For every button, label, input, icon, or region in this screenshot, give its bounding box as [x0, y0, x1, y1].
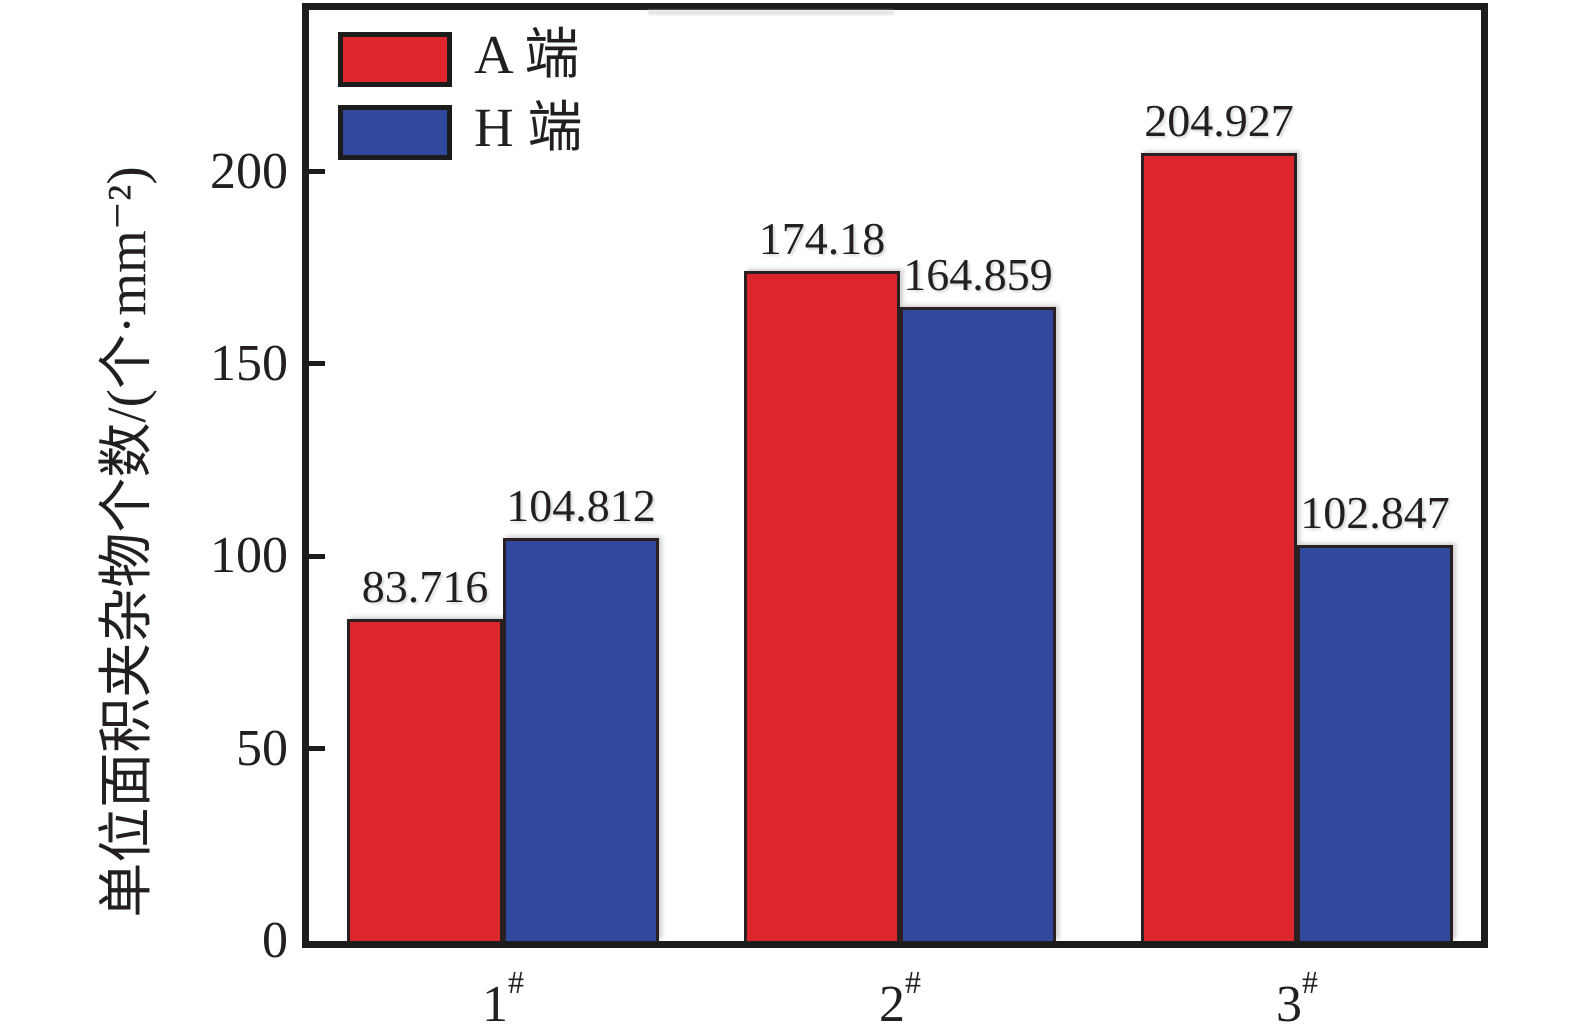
bar-H 端-group2 [900, 307, 1056, 941]
y-tick-mark-150 [309, 361, 325, 367]
bar-value-label: 83.716 [361, 561, 489, 612]
x-tick-label-2: 2# [879, 964, 921, 1024]
y-tick-label-0: 0 [262, 912, 288, 969]
artifact-layer [309, 10, 1481, 941]
bar-value-label: 104.812 [506, 480, 656, 531]
bar-value-label: 174.18 [758, 213, 886, 264]
y-tick-label-200: 200 [210, 142, 288, 200]
bar-H 端-group1 [503, 538, 659, 941]
bar-A 端-group3 [1141, 153, 1297, 941]
bar-value-label: 102.847 [1300, 487, 1450, 538]
legend-swatch-A 端 [338, 32, 452, 87]
plot-area: 83.716 174.18 204.927 104.812 164.859 102.847… [302, 3, 1488, 948]
bar-A 端-group2 [744, 271, 900, 941]
bar-value-label: 164.859 [903, 249, 1053, 300]
scan-artifact-line [648, 10, 894, 15]
x-tick-label-3: 3# [1276, 964, 1318, 1024]
bar-value-label: 204.927 [1144, 95, 1294, 146]
bars-layer: 83.716 174.18 204.927 104.812 164.859 102.847 [309, 10, 1481, 941]
y-tick-mark-50 [309, 746, 325, 752]
y-tick-mark-200 [309, 169, 325, 175]
y-tick-label-150: 150 [210, 334, 288, 392]
bar-A 端-group1 [347, 619, 503, 941]
y-axis-title: 单位面积夹杂物个数/(个·mm⁻²) [96, 166, 157, 918]
legend-label: A 端 [474, 24, 580, 85]
y-tick-mark-100 [309, 553, 325, 559]
y-tick-label-100: 100 [210, 527, 288, 585]
y-tick-marks [309, 10, 1481, 941]
x-tick-label-1: 1# [482, 964, 524, 1024]
legend-swatch-H 端 [338, 105, 452, 160]
y-tick-label-50: 50 [236, 719, 288, 777]
bar-H 端-group3 [1297, 545, 1453, 941]
legend-label: H 端 [474, 97, 583, 158]
